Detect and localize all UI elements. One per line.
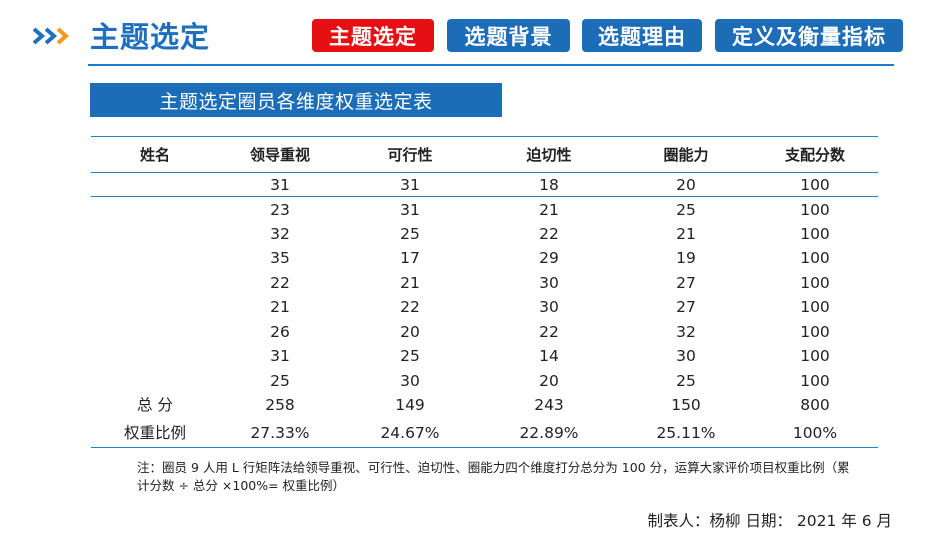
page-title: 主题选定	[90, 20, 211, 54]
tab-topic-selection[interactable]: 主题选定	[312, 19, 434, 52]
column-header-feasibility: 可行性	[387, 146, 433, 164]
ratio-cell-feasibility: 24.67%	[380, 424, 440, 442]
table-cell-ability: 27	[676, 274, 696, 292]
table-cell-urgency: 18	[539, 176, 559, 194]
column-header-ability: 圈能力	[663, 146, 709, 164]
table-rule	[91, 447, 878, 448]
table-cell-feasibility: 25	[400, 225, 420, 243]
table-rule	[91, 196, 878, 197]
column-header-urgency: 迫切性	[526, 146, 572, 164]
table-cell-ability: 19	[676, 249, 696, 267]
table-cell-leader: 31	[270, 347, 290, 365]
ratio-cell-score: 100%	[792, 424, 838, 442]
table-cell-leader: 23	[270, 201, 290, 219]
tab-reasons[interactable]: 选题理由	[582, 19, 702, 52]
column-header-name: 姓名	[139, 146, 170, 164]
table-cell-score: 100	[800, 176, 830, 194]
table-cell-leader: 21	[270, 298, 290, 316]
table-cell-ability: 25	[676, 372, 696, 390]
table-cell-ability: 30	[676, 347, 696, 365]
table-cell-ability: 25	[676, 201, 696, 219]
table-cell-score: 100	[800, 372, 830, 390]
table-cell-feasibility: 21	[400, 274, 420, 292]
column-header-leader: 领导重视	[249, 146, 310, 164]
total-cell-ability: 150	[671, 396, 701, 414]
table-cell-urgency: 21	[539, 201, 559, 219]
total-cell-name: 总 分	[137, 396, 173, 414]
table-caption: 主题选定圈员各维度权重选定表	[90, 83, 502, 117]
tab-background[interactable]: 选题背景	[447, 19, 570, 52]
total-cell-leader: 258	[265, 396, 295, 414]
table-cell-ability: 27	[676, 298, 696, 316]
table-cell-feasibility: 22	[400, 298, 420, 316]
table-cell-leader: 32	[270, 225, 290, 243]
table-rule	[91, 172, 878, 173]
table-cell-feasibility: 30	[400, 372, 420, 390]
table-cell-ability: 20	[676, 176, 696, 194]
table-cell-score: 100	[800, 274, 830, 292]
table-cell-feasibility: 20	[400, 323, 420, 341]
ratio-cell-leader: 27.33%	[250, 424, 310, 442]
table-cell-urgency: 30	[539, 298, 559, 316]
header-divider	[88, 64, 894, 66]
total-cell-feasibility: 149	[395, 396, 425, 414]
table-cell-score: 100	[800, 225, 830, 243]
table-cell-feasibility: 31	[400, 201, 420, 219]
table-cell-urgency: 14	[539, 347, 559, 365]
table-cell-score: 100	[800, 323, 830, 341]
table-cell-leader: 31	[270, 176, 290, 194]
double-chevron-icon	[32, 27, 70, 45]
tab-definition-metrics[interactable]: 定义及衡量指标	[715, 19, 903, 52]
table-cell-score: 100	[800, 298, 830, 316]
table-cell-score: 100	[800, 201, 830, 219]
table-cell-urgency: 22	[539, 225, 559, 243]
table-cell-ability: 21	[676, 225, 696, 243]
total-cell-score: 800	[800, 396, 830, 414]
table-cell-leader: 26	[270, 323, 290, 341]
table-note: 注：圈员 9 人用 L 行矩阵法给领导重视、可行性、迫切性、圈能力四个维度打分总…	[137, 460, 850, 493]
table-cell-urgency: 29	[539, 249, 559, 267]
ratio-cell-ability: 25.11%	[656, 424, 716, 442]
total-cell-urgency: 243	[534, 396, 564, 414]
footer-credit: 制表人：杨柳 日期： 2021 年 6 月	[647, 512, 892, 530]
table-cell-feasibility: 25	[400, 347, 420, 365]
table-cell-urgency: 30	[539, 274, 559, 292]
table-cell-leader: 22	[270, 274, 290, 292]
column-header-score: 支配分数	[784, 146, 845, 164]
table-cell-feasibility: 17	[400, 249, 420, 267]
ratio-cell-name: 权重比例	[123, 424, 186, 442]
ratio-cell-urgency: 22.89%	[519, 424, 579, 442]
table-cell-leader: 35	[270, 249, 290, 267]
table-cell-urgency: 20	[539, 372, 559, 390]
table-cell-leader: 25	[270, 372, 290, 390]
table-cell-score: 100	[800, 347, 830, 365]
table-rule	[91, 136, 878, 137]
table-cell-feasibility: 31	[400, 176, 420, 194]
table-cell-score: 100	[800, 249, 830, 267]
table-cell-urgency: 22	[539, 323, 559, 341]
table-cell-ability: 32	[676, 323, 696, 341]
